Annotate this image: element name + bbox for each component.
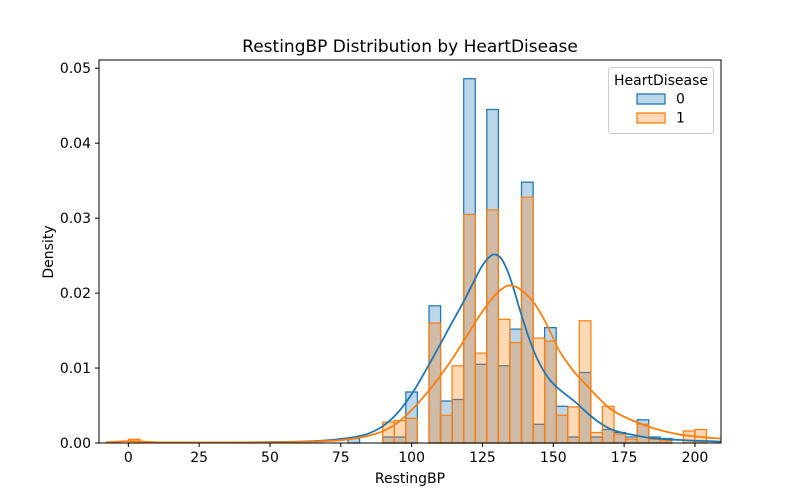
legend-box xyxy=(608,67,714,134)
kde-curve-series-1 xyxy=(105,284,721,444)
y-tick-label: 0.01 xyxy=(60,361,91,377)
chart-title: RestingBP Distribution by HeartDisease xyxy=(242,37,578,57)
axes: 0 25 50 75 100 125 150 175 200 0.00 0.01 0.02 0.03 0.… xyxy=(60,59,722,466)
legend-swatch-0 xyxy=(636,93,666,105)
x-tick-label: 75 xyxy=(332,450,350,466)
hist-bar-series-1 xyxy=(463,213,476,444)
y-tick-label: 0.02 xyxy=(60,286,91,302)
hist-bar-series-1 xyxy=(613,433,627,444)
hist-bar-series-1 xyxy=(439,414,453,444)
y-tick-label: 0.04 xyxy=(60,136,91,152)
hist-bar-series-1 xyxy=(636,423,650,444)
legend: HeartDisease 0 1 xyxy=(608,67,714,134)
hist-bar-series-1 xyxy=(497,318,511,444)
x-tick-label: 25 xyxy=(190,450,208,466)
hist-bar-series-1 xyxy=(567,406,580,444)
y-tick-label: 0.05 xyxy=(60,61,91,77)
hist-bar-series-1 xyxy=(509,341,523,444)
x-axis-label: RestingBP xyxy=(375,471,445,487)
kde-curve-series-0 xyxy=(213,253,721,444)
y-tick-label: 0.03 xyxy=(60,211,91,227)
hist-bar-series-1 xyxy=(648,438,661,444)
hist-bar-series-1 xyxy=(578,320,592,444)
hist-bar-series-1 xyxy=(555,414,569,444)
hist-bar-series-1 xyxy=(405,417,419,444)
plot-border xyxy=(98,59,722,444)
x-tick-label: 50 xyxy=(261,450,279,466)
hist-bar-series-1 xyxy=(624,438,638,444)
legend-swatch-1 xyxy=(636,112,666,124)
hist-bar-series-1 xyxy=(451,365,465,444)
x-tick-label: 175 xyxy=(611,450,638,466)
y-tick-label: 0.00 xyxy=(60,436,91,452)
hist-bar-series-1 xyxy=(474,352,488,444)
y-axis-label: Density xyxy=(41,225,57,278)
legend-label-0: 0 xyxy=(676,92,685,108)
x-tick-label: 100 xyxy=(398,450,425,466)
x-tick-label: 0 xyxy=(124,450,133,466)
x-tick-label: 200 xyxy=(682,450,709,466)
legend-label-1: 1 xyxy=(676,111,685,127)
legend-title: HeartDisease xyxy=(614,73,708,89)
x-tick-label: 150 xyxy=(540,450,567,466)
x-tick-label: 125 xyxy=(469,450,496,466)
hist-bar-series-1 xyxy=(590,431,604,444)
hist-bar-series-1 xyxy=(486,209,500,444)
hist-bar-series-1 xyxy=(543,340,557,444)
